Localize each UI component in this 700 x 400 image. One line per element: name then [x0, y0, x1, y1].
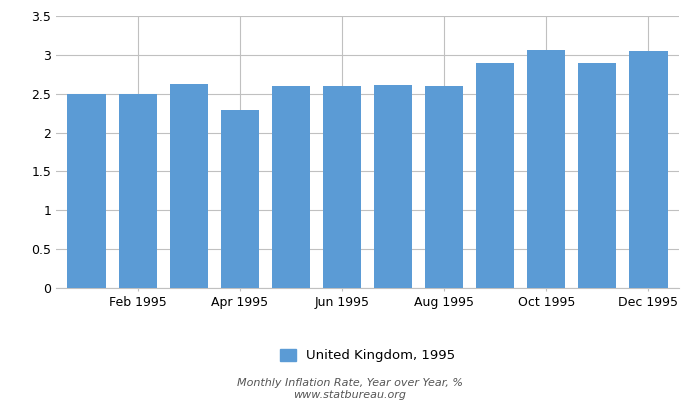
Text: www.statbureau.org: www.statbureau.org [293, 390, 407, 400]
Bar [323, 86, 361, 288]
Bar [220, 110, 259, 288]
Bar [169, 84, 208, 288]
Bar [67, 94, 106, 288]
Legend: United Kingdom, 1995: United Kingdom, 1995 [274, 344, 461, 368]
Bar [118, 94, 157, 288]
Bar [425, 86, 463, 288]
Bar [578, 63, 617, 288]
Bar [629, 51, 668, 288]
Bar [476, 63, 514, 288]
Bar [374, 85, 412, 288]
Bar [272, 86, 310, 288]
Bar [527, 50, 566, 288]
Text: Monthly Inflation Rate, Year over Year, %: Monthly Inflation Rate, Year over Year, … [237, 378, 463, 388]
